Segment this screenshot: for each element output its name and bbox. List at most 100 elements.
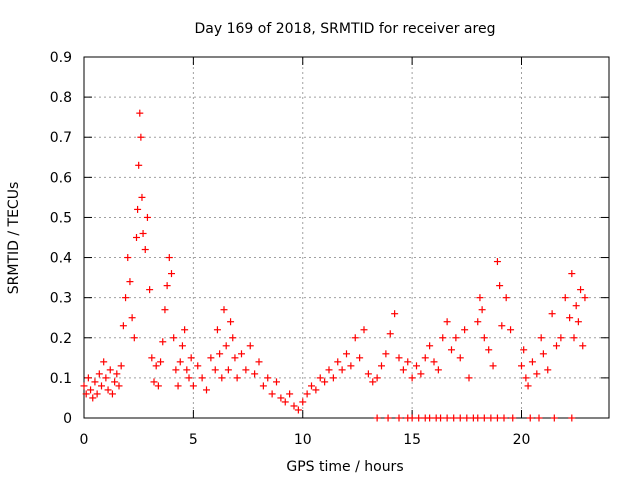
data-point [325, 366, 333, 374]
data-point [119, 322, 127, 330]
data-point [321, 378, 329, 386]
data-point [91, 378, 99, 386]
data-point [487, 414, 495, 422]
data-point [152, 362, 160, 370]
data-point [268, 390, 276, 398]
data-point [456, 354, 464, 362]
data-point [450, 414, 458, 422]
data-point [566, 314, 574, 322]
data-point [163, 282, 171, 290]
data-point [108, 390, 116, 398]
data-point [242, 366, 250, 374]
data-point [463, 414, 471, 422]
data-point [384, 414, 392, 422]
data-point [526, 414, 534, 422]
data-point [476, 294, 484, 302]
data-point [437, 414, 445, 422]
y-tick-label: 0.2 [50, 331, 72, 347]
data-point [89, 394, 97, 402]
data-point [157, 358, 165, 366]
data-point [568, 414, 576, 422]
data-point [113, 370, 121, 378]
data-point [111, 378, 119, 386]
data-point [187, 354, 195, 362]
data-point [579, 342, 587, 350]
data-point [203, 386, 210, 394]
data-point [439, 334, 447, 342]
data-point [281, 398, 289, 406]
data-point [347, 362, 355, 370]
data-point [574, 318, 582, 326]
data-point [533, 370, 541, 378]
data-point [98, 382, 105, 390]
data-point [489, 362, 497, 370]
data-point [117, 362, 125, 370]
data-point [553, 342, 560, 350]
data-point [465, 374, 473, 382]
data-point [198, 374, 206, 382]
data-point [404, 358, 412, 366]
data-point [500, 414, 508, 422]
data-point [496, 282, 504, 290]
y-tick-label: 0.8 [50, 90, 72, 106]
data-point [493, 414, 501, 422]
data-point [493, 258, 501, 266]
data-point [100, 358, 108, 366]
data-point [115, 382, 123, 390]
data-point [146, 286, 154, 294]
data-point [84, 374, 92, 382]
data-point [577, 286, 585, 294]
data-point [170, 334, 178, 342]
data-point [82, 390, 90, 398]
data-point [522, 374, 530, 382]
data-point [386, 330, 394, 338]
data-point [168, 270, 175, 278]
y-tick-label: 0.6 [50, 170, 72, 186]
y-tick-label: 0.5 [50, 210, 72, 226]
data-point [369, 378, 377, 386]
x-tick-label: 10 [294, 432, 312, 448]
y-tick-label: 0.1 [50, 371, 72, 387]
data-point [316, 374, 324, 382]
x-axis-label: GPS time / hours [286, 459, 403, 475]
data-point [312, 386, 320, 394]
data-point [194, 362, 202, 370]
data-point [124, 254, 132, 262]
data-point [452, 334, 460, 342]
data-point [378, 362, 385, 370]
data-point [430, 358, 438, 366]
data-point [351, 334, 359, 342]
data-point [456, 414, 464, 422]
data-point [211, 366, 219, 374]
data-point [535, 414, 543, 422]
data-point [106, 366, 114, 374]
data-point [139, 229, 147, 237]
data-point [299, 398, 307, 406]
data-point [502, 294, 510, 302]
data-point [172, 366, 180, 374]
data-point [308, 382, 315, 390]
data-point [176, 358, 184, 366]
data-point [218, 374, 226, 382]
data-point [399, 366, 407, 374]
data-point [80, 382, 88, 390]
data-point [264, 374, 272, 382]
data-point [159, 338, 167, 346]
data-point [222, 342, 230, 350]
data-point [480, 414, 488, 422]
data-point [338, 366, 346, 374]
data-point [93, 390, 101, 398]
data-point [233, 374, 241, 382]
data-point [181, 326, 189, 334]
data-point [189, 382, 197, 390]
tick-labels: 0 0.1 0.2 0.3 0.4 0.5 0.6 0.7 0.8 0.9 0 5 10 15 20 [50, 50, 531, 448]
data-point [231, 354, 239, 362]
x-tick-label: 20 [513, 432, 531, 448]
data-point [395, 354, 403, 362]
data-point [395, 414, 403, 422]
data-point [408, 414, 416, 422]
data-point [478, 306, 486, 314]
data-point [373, 374, 381, 382]
data-point [128, 314, 136, 322]
